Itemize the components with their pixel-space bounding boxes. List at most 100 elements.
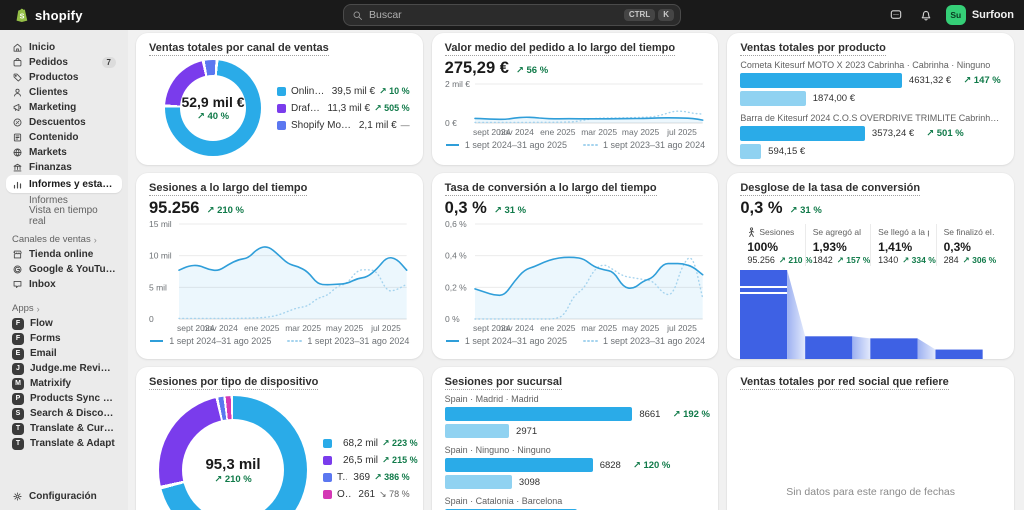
bar-value: 6828 <box>599 459 621 471</box>
sidebar-item-informes-y-estadisticas[interactable]: Informes y estadísticas <box>6 175 122 193</box>
svg-text:mar 2025: mar 2025 <box>581 323 617 333</box>
analytics-icon <box>12 179 23 190</box>
sidebar-item-marketing[interactable]: Marketing <box>6 100 122 115</box>
orders-icon <box>12 57 23 68</box>
legend-range-label: 1 sept 2024–31 ago 2025 <box>169 336 272 346</box>
search-input[interactable]: Buscar CTRL K <box>343 4 681 26</box>
sidebar-item-label: Clientes <box>29 87 68 98</box>
svg-text:may 2025: may 2025 <box>622 323 660 333</box>
card-title-sessions-by-device[interactable]: Sesiones por tipo de dispositivo <box>149 376 319 390</box>
chart-legend-item: 1 sept 2024–31 ago 2025 <box>149 336 271 346</box>
sidebar-item-google-youtube[interactable]: Google & YouTube <box>6 262 122 277</box>
legend-value: 39,5 mil € <box>331 85 376 97</box>
sidebar-item-search-discovery[interactable]: S Search & Discovery <box>6 406 122 421</box>
notifications-bell-icon[interactable] <box>916 5 936 25</box>
card-title-sales-by-channel[interactable]: Ventas totales por canal de ventas <box>149 42 329 56</box>
legend-line-sample <box>287 340 303 342</box>
bar-value: 4631,32 € <box>908 75 952 86</box>
card-title-aov[interactable]: Valor medio del pedido a lo largo del ti… <box>444 42 676 56</box>
sidebar-item-productos[interactable]: Productos <box>6 70 122 85</box>
legend-value: 26,5 mil <box>343 455 379 466</box>
svg-text:mar 2025: mar 2025 <box>581 127 617 137</box>
sidebar-section-apps[interactable]: Apps › <box>6 301 122 316</box>
card-sales-by-product: Ventas totales por producto Cometa Kites… <box>727 33 1014 165</box>
bar-group: Spain · Madrid · Madrid 8661 ↗ 192 % 297… <box>444 394 710 438</box>
sidebar-item-inbox[interactable]: Inbox <box>6 277 122 292</box>
legend-item: Móvil 68,2 mil ↗ 223 % <box>323 438 418 449</box>
shopify-logo[interactable]: S shopify <box>0 7 200 23</box>
sidebar-section-canales-de-ventas[interactable]: Canales de ventas › <box>6 232 122 247</box>
sidebar-item-finanzas[interactable]: Finanzas <box>6 160 122 175</box>
sidebar-item-descuentos[interactable]: Descuentos <box>6 115 122 130</box>
previous-period-bar-row: 2971 <box>444 424 706 438</box>
svg-text:0: 0 <box>149 314 154 324</box>
aov-value: 275,29 € <box>444 59 509 77</box>
chart-legend-item: 1 sept 2024–31 ago 2025 <box>445 140 567 150</box>
legend-value: 369 <box>353 472 371 483</box>
donut-total: 95,3 mil <box>205 455 261 473</box>
bar-delta: ↗ 501 % <box>926 128 964 139</box>
bar-group: Barra de Kitesurf 2024 C.O.S OVERDRIVE T… <box>740 113 1001 159</box>
discounts-icon <box>12 117 23 128</box>
sidebar-item-label: Email <box>30 348 57 359</box>
sidebar-subitem-vista-en-tiempo-real[interactable]: Vista en tiempo real <box>29 204 98 227</box>
previous-period-bar-row: 3098 <box>444 475 706 489</box>
card-title-conversion-breakdown[interactable]: Desglose de la tasa de conversión <box>740 182 921 196</box>
sidebar-item-email[interactable]: E Email <box>6 346 122 361</box>
sidebar: Inicio Pedidos 7 Productos Clientes Marketing… <box>0 30 128 510</box>
sidebar-item-products-sync-master[interactable]: P Products Sync Master <box>6 391 122 406</box>
marketing-icon <box>12 102 23 113</box>
chart-legend-item: 1 sept 2023–31 ago 2024 <box>582 140 705 150</box>
legend-value: 2,1 mil € <box>358 119 397 131</box>
svg-text:sept 2024: sept 2024 <box>473 323 511 333</box>
legend-line-sample <box>150 340 164 342</box>
current-period-bar <box>740 73 902 88</box>
funnel-step-count: 95.256 ↗ 210 % <box>747 255 813 265</box>
bar-group-label: Spain · Madrid · Madrid <box>444 394 539 404</box>
gear-icon <box>12 491 23 502</box>
current-period-bar <box>444 407 633 421</box>
sidebar-item-tienda-online[interactable]: Tienda online <box>6 247 122 262</box>
legend-delta: ↗ 505 % <box>374 102 410 113</box>
brand-wordmark: shopify <box>35 7 83 23</box>
funnel-step-count: 284 ↗ 306 % <box>943 255 997 265</box>
sessions-chart-legend: 1 sept 2024–31 ago 2025 1 sept 2023–31 ag… <box>149 336 410 346</box>
sidebar-item-label: Translate & Adapt <box>30 438 115 449</box>
sidebar-item-translate-adapt[interactable]: T Translate & Adapt <box>6 436 122 451</box>
legend-label: Shopify Mobil… <box>291 119 353 131</box>
card-title-sales-by-product[interactable]: Ventas totales por producto <box>740 42 886 56</box>
account-menu[interactable]: Su Surfoon <box>945 5 1014 25</box>
sidebar-item-translate-currency[interactable]: T Translate & Currency <box>6 421 122 436</box>
google-icon <box>12 264 23 275</box>
card-title-sessions[interactable]: Sesiones a lo largo del tiempo <box>149 182 308 196</box>
content-icon <box>12 132 23 143</box>
legend-item: Escritorio 26,5 mil ↗ 215 % <box>323 455 418 466</box>
sidebar-item-inicio[interactable]: Inicio <box>6 40 122 55</box>
breakdown-value: 0,3 % <box>740 199 783 217</box>
current-period-bar-row: 3573,24 € ↗ 501 % <box>740 126 1001 141</box>
bar-delta: ↗ 120 % <box>632 459 671 471</box>
customers-icon <box>12 87 23 98</box>
help-icon[interactable] <box>886 5 906 25</box>
sidebar-item-clientes[interactable]: Clientes <box>6 85 122 100</box>
bar-group-label: Spain · Ninguno · Ninguno <box>444 445 551 455</box>
topbar: S shopify Buscar CTRL K Su Surfoon <box>0 0 1024 30</box>
location-bars: Spain · Madrid · Madrid 8661 ↗ 192 % 297… <box>444 394 710 510</box>
card-title-sessions-by-location[interactable]: Sesiones por sucursal <box>444 376 563 390</box>
svg-text:sept 2024: sept 2024 <box>473 127 511 137</box>
sidebar-item-matrixify[interactable]: M Matrixify <box>6 376 122 391</box>
dashboard-grid: Ventas totales por canal de ventas 52,9 … <box>128 30 1024 510</box>
sidebar-item-contenido[interactable]: Contenido <box>6 130 122 145</box>
sidebar-item-flow[interactable]: F Flow <box>6 316 122 331</box>
finance-icon <box>12 162 23 173</box>
sidebar-item-configuracion[interactable]: Configuración <box>6 488 122 504</box>
sidebar-item-markets[interactable]: Markets <box>6 145 122 160</box>
legend-label: Online Store <box>291 85 326 97</box>
sidebar-item-forms[interactable]: F Forms <box>6 331 122 346</box>
sidebar-item-judge-me-reviews[interactable]: J Judge.me Reviews <box>6 361 122 376</box>
sidebar-item-pedidos[interactable]: Pedidos 7 <box>6 55 122 70</box>
card-title-sales-by-social[interactable]: Ventas totales por red social que refier… <box>740 376 949 390</box>
funnel-step-delta: ↗ 334 % <box>902 255 936 265</box>
card-title-conversion-rate[interactable]: Tasa de conversión a lo largo del tiempo <box>444 182 657 196</box>
sidebar-subitem-informes[interactable]: Informes <box>29 195 68 206</box>
